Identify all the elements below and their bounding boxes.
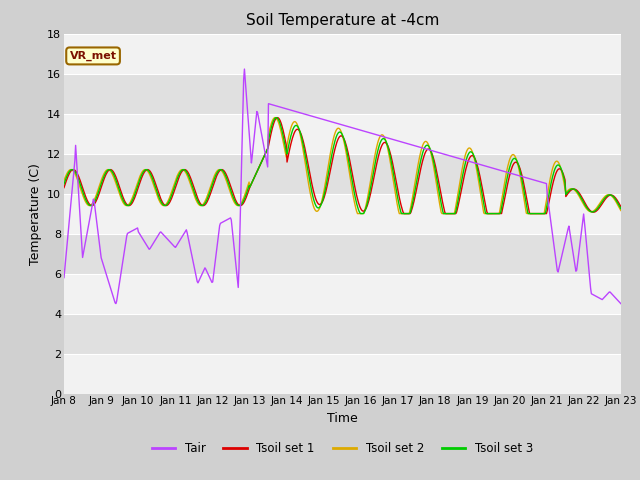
Title: Soil Temperature at -4cm: Soil Temperature at -4cm xyxy=(246,13,439,28)
Bar xyxy=(64,234,621,274)
Y-axis label: Temperature (C): Temperature (C) xyxy=(29,163,42,264)
Bar xyxy=(64,313,621,354)
Bar xyxy=(64,154,621,193)
Bar xyxy=(64,354,621,394)
Bar xyxy=(64,193,621,234)
Legend: Tair, Tsoil set 1, Tsoil set 2, Tsoil set 3: Tair, Tsoil set 1, Tsoil set 2, Tsoil se… xyxy=(147,437,538,460)
Bar xyxy=(64,73,621,114)
Bar xyxy=(64,34,621,73)
Text: VR_met: VR_met xyxy=(70,51,116,61)
Bar xyxy=(64,114,621,154)
Bar xyxy=(64,274,621,313)
X-axis label: Time: Time xyxy=(327,412,358,425)
